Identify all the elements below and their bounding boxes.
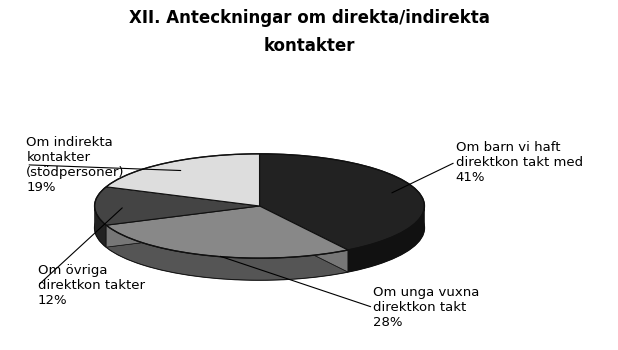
Polygon shape <box>95 187 260 225</box>
Ellipse shape <box>95 176 425 280</box>
Polygon shape <box>106 206 260 247</box>
Polygon shape <box>260 206 348 272</box>
Polygon shape <box>106 154 260 206</box>
Polygon shape <box>260 154 425 250</box>
Polygon shape <box>95 206 106 247</box>
Text: Om unga vuxna
direktkon takt
28%: Om unga vuxna direktkon takt 28% <box>373 286 480 329</box>
Polygon shape <box>106 206 348 258</box>
Text: XII. Anteckningar om direkta/indirekta: XII. Anteckningar om direkta/indirekta <box>129 9 489 27</box>
Polygon shape <box>106 225 348 280</box>
Polygon shape <box>106 206 260 247</box>
Polygon shape <box>348 206 425 272</box>
Text: Om indirekta
kontakter
(stödpersoner)
19%: Om indirekta kontakter (stödpersoner) 19… <box>27 136 125 194</box>
Text: kontakter: kontakter <box>263 37 355 55</box>
Text: Om barn vi haft
direktkon takt med
41%: Om barn vi haft direktkon takt med 41% <box>455 141 583 183</box>
Text: Om övriga
direktkon takter
12%: Om övriga direktkon takter 12% <box>38 264 145 307</box>
Polygon shape <box>260 206 348 272</box>
